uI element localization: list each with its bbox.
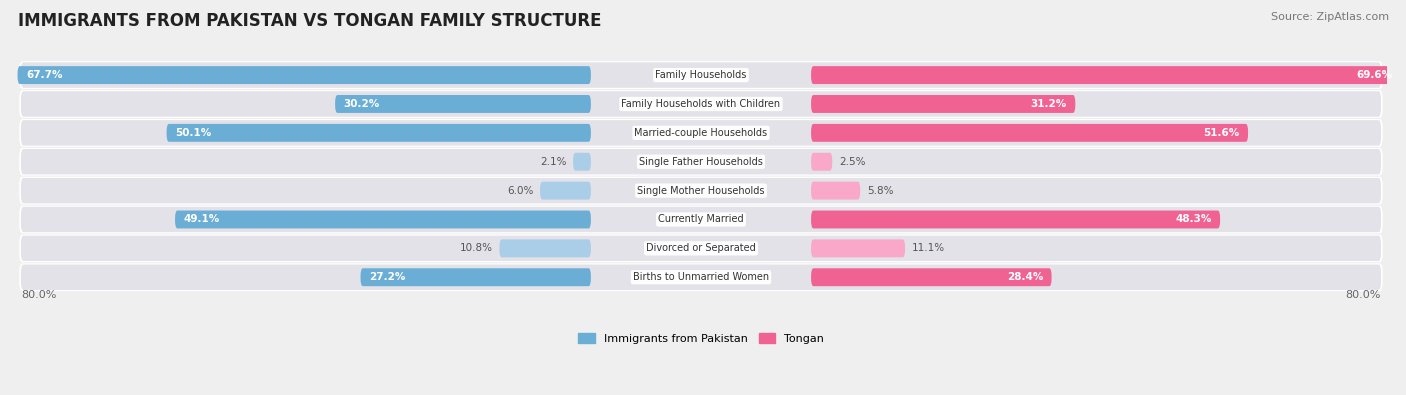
Text: 5.8%: 5.8% <box>868 186 893 196</box>
FancyBboxPatch shape <box>811 124 1249 142</box>
FancyBboxPatch shape <box>21 62 1381 88</box>
Legend: Immigrants from Pakistan, Tongan: Immigrants from Pakistan, Tongan <box>574 328 828 348</box>
FancyBboxPatch shape <box>499 239 591 257</box>
FancyBboxPatch shape <box>21 236 1381 261</box>
Text: 80.0%: 80.0% <box>1346 290 1381 300</box>
Text: 10.8%: 10.8% <box>460 243 492 253</box>
Text: 2.5%: 2.5% <box>839 157 866 167</box>
FancyBboxPatch shape <box>21 91 1381 117</box>
FancyBboxPatch shape <box>20 263 1382 291</box>
FancyBboxPatch shape <box>20 206 1382 233</box>
FancyBboxPatch shape <box>811 239 905 257</box>
FancyBboxPatch shape <box>21 149 1381 175</box>
FancyBboxPatch shape <box>360 268 591 286</box>
FancyBboxPatch shape <box>811 268 1052 286</box>
Text: 69.6%: 69.6% <box>1355 70 1392 80</box>
FancyBboxPatch shape <box>166 124 591 142</box>
Text: 28.4%: 28.4% <box>1007 272 1043 282</box>
FancyBboxPatch shape <box>540 182 591 199</box>
FancyBboxPatch shape <box>811 182 860 199</box>
Text: 30.2%: 30.2% <box>343 99 380 109</box>
FancyBboxPatch shape <box>811 95 1076 113</box>
FancyBboxPatch shape <box>21 265 1381 290</box>
Text: Married-couple Households: Married-couple Households <box>634 128 768 138</box>
FancyBboxPatch shape <box>21 178 1381 203</box>
FancyBboxPatch shape <box>20 177 1382 205</box>
Text: 67.7%: 67.7% <box>25 70 62 80</box>
FancyBboxPatch shape <box>335 95 591 113</box>
Text: Family Households with Children: Family Households with Children <box>621 99 780 109</box>
Text: Source: ZipAtlas.com: Source: ZipAtlas.com <box>1271 12 1389 22</box>
FancyBboxPatch shape <box>20 90 1382 118</box>
Text: Family Households: Family Households <box>655 70 747 80</box>
Text: 48.3%: 48.3% <box>1175 214 1212 224</box>
FancyBboxPatch shape <box>17 66 591 84</box>
Text: 2.1%: 2.1% <box>540 157 567 167</box>
Text: Single Father Households: Single Father Households <box>640 157 763 167</box>
FancyBboxPatch shape <box>811 211 1220 228</box>
Text: 51.6%: 51.6% <box>1204 128 1240 138</box>
FancyBboxPatch shape <box>811 66 1400 84</box>
FancyBboxPatch shape <box>574 153 591 171</box>
Text: Births to Unmarried Women: Births to Unmarried Women <box>633 272 769 282</box>
Text: Single Mother Households: Single Mother Households <box>637 186 765 196</box>
Text: 11.1%: 11.1% <box>912 243 945 253</box>
FancyBboxPatch shape <box>20 61 1382 89</box>
Text: 31.2%: 31.2% <box>1031 99 1067 109</box>
FancyBboxPatch shape <box>176 211 591 228</box>
Text: 27.2%: 27.2% <box>368 272 405 282</box>
Text: Currently Married: Currently Married <box>658 214 744 224</box>
Text: 49.1%: 49.1% <box>184 214 219 224</box>
Text: IMMIGRANTS FROM PAKISTAN VS TONGAN FAMILY STRUCTURE: IMMIGRANTS FROM PAKISTAN VS TONGAN FAMIL… <box>18 12 602 30</box>
FancyBboxPatch shape <box>21 120 1381 145</box>
Text: 50.1%: 50.1% <box>176 128 211 138</box>
FancyBboxPatch shape <box>20 119 1382 147</box>
Text: 80.0%: 80.0% <box>21 290 56 300</box>
FancyBboxPatch shape <box>21 207 1381 232</box>
FancyBboxPatch shape <box>20 235 1382 262</box>
Text: Divorced or Separated: Divorced or Separated <box>647 243 756 253</box>
Text: 6.0%: 6.0% <box>508 186 533 196</box>
FancyBboxPatch shape <box>20 148 1382 176</box>
FancyBboxPatch shape <box>811 153 832 171</box>
